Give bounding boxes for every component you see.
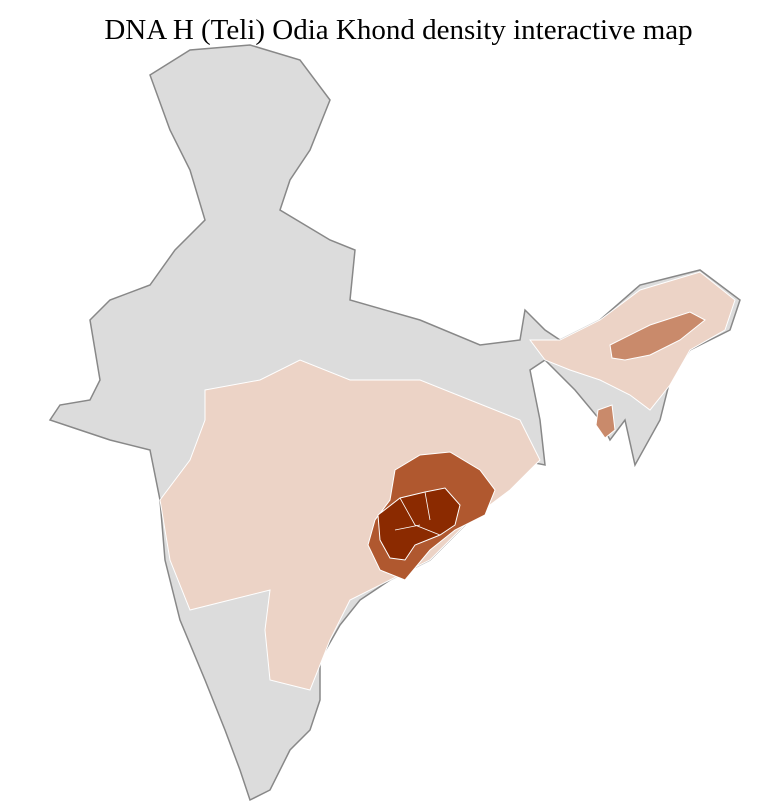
region-central-india[interactable]	[159, 359, 541, 691]
region-assam-valley[interactable]	[609, 311, 706, 361]
region-tripura[interactable]	[595, 404, 616, 439]
map-title: DNA H (Teli) Odia Khond density interact…	[104, 14, 693, 46]
region-odisha-core[interactable]	[377, 487, 461, 561]
district-borders	[394, 491, 441, 536]
